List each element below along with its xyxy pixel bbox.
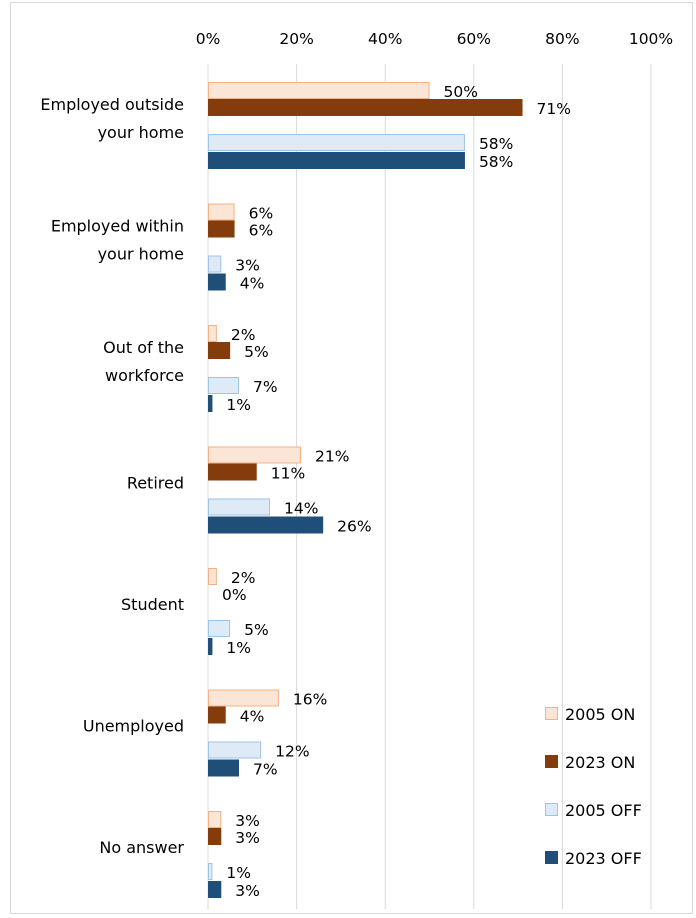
bars [208,82,523,898]
data-label: 12% [275,743,309,761]
x-tick-label: 60% [457,30,491,48]
data-label: 50% [444,83,478,101]
legend-swatch [545,803,558,816]
legend: 2005 ON 2023 ON 2005 OFF 2023 OFF [545,705,642,868]
bar-2023-off [208,152,465,169]
legend-swatch [545,851,558,864]
category-labels: Employed outside your home Employed within… [40,95,184,857]
category-label: Student [121,595,184,614]
bar-2005-off [208,620,231,637]
bar-2005-off [208,741,262,759]
data-label: 16% [293,691,327,709]
bar-2005-on [208,811,222,828]
data-label: 6% [249,222,274,240]
bar-2005-off [208,377,240,394]
x-tick-label: 0% [196,30,221,48]
bar-2005-on [208,82,430,99]
legend-label: 2005 ON [565,705,635,724]
data-label: 14% [284,500,318,518]
bar-2005-on [208,446,302,464]
bar-2005-off [208,134,465,151]
bar-2005-on [208,689,279,707]
data-label: 58% [479,153,513,171]
category-label: Out of the [103,338,184,357]
x-tick-label: 20% [279,30,313,48]
data-label: 6% [249,205,274,223]
category-label: workforce [105,366,184,385]
bar-2023-off [208,881,222,898]
data-label: 11% [271,465,305,483]
bar-2005-on [208,568,217,585]
data-label: 1% [226,396,251,414]
category-label: Employed outside [40,95,184,114]
x-tick-label: 40% [368,30,402,48]
data-label: 4% [240,708,265,726]
data-label: 58% [479,135,513,153]
bar-2023-off [208,395,213,412]
data-label: 4% [240,275,265,293]
data-label: 0% [222,586,247,604]
data-label: 3% [235,257,260,275]
gridlines [207,64,652,909]
bar-2023-off [208,759,240,777]
data-label: 1% [226,864,251,882]
legend-label: 2005 OFF [565,801,642,820]
data-labels: 50%71%58%58%6%6%3%4%2%5%7%1%21%11%14%26%… [222,83,571,900]
data-label: 71% [537,100,571,118]
bar-2005-on [208,325,217,342]
x-axis-ticks: 0% 20% 40% 60% 80% 100% [196,30,673,48]
bar-2023-off [208,638,213,655]
bar-2023-on [208,463,257,481]
bar-2023-on [208,828,222,845]
category-label: Unemployed [83,717,184,736]
data-label: 7% [253,761,278,779]
bar-2005-off [208,255,222,273]
data-label: 26% [337,518,371,536]
data-label: 2% [231,326,256,344]
bar-2023-on [208,99,523,116]
x-tick-label: 80% [545,30,579,48]
data-label: 1% [226,639,251,657]
data-label: 7% [253,378,278,396]
legend-swatch [545,707,558,720]
category-label: No answer [99,838,184,857]
data-label: 3% [235,829,260,847]
data-label: 5% [244,621,269,639]
data-label: 21% [315,448,349,466]
data-label: 3% [235,882,260,900]
legend-label: 2023 ON [565,753,635,772]
data-label: 3% [235,812,260,830]
legend-label: 2023 OFF [565,849,642,868]
bar-2023-on [208,220,235,238]
chart-area: 0% 20% 40% 60% 80% 100% 50% 71% 58% 58% 6% 6% 3% 4% 2… [10,2,693,914]
bar-2023-off [208,516,324,534]
x-tick-label: 100% [629,30,673,48]
bar-2005-off [208,863,213,880]
data-label: 5% [244,343,269,361]
data-label: 2% [231,569,256,587]
bar-2005-off [208,498,271,516]
bar-2023-off [208,273,226,291]
bar-2023-on [208,706,226,724]
category-label: your home [98,245,184,264]
category-label: your home [98,123,184,142]
category-label: Retired [127,474,184,493]
bar-2023-on [208,342,231,359]
category-label: Employed within [51,217,184,236]
bar-2005-on [208,203,235,221]
legend-swatch [545,755,558,768]
bar-chart: 0% 20% 40% 60% 80% 100% 50%71%58%58%6%6%3%4%2… [40,30,673,909]
